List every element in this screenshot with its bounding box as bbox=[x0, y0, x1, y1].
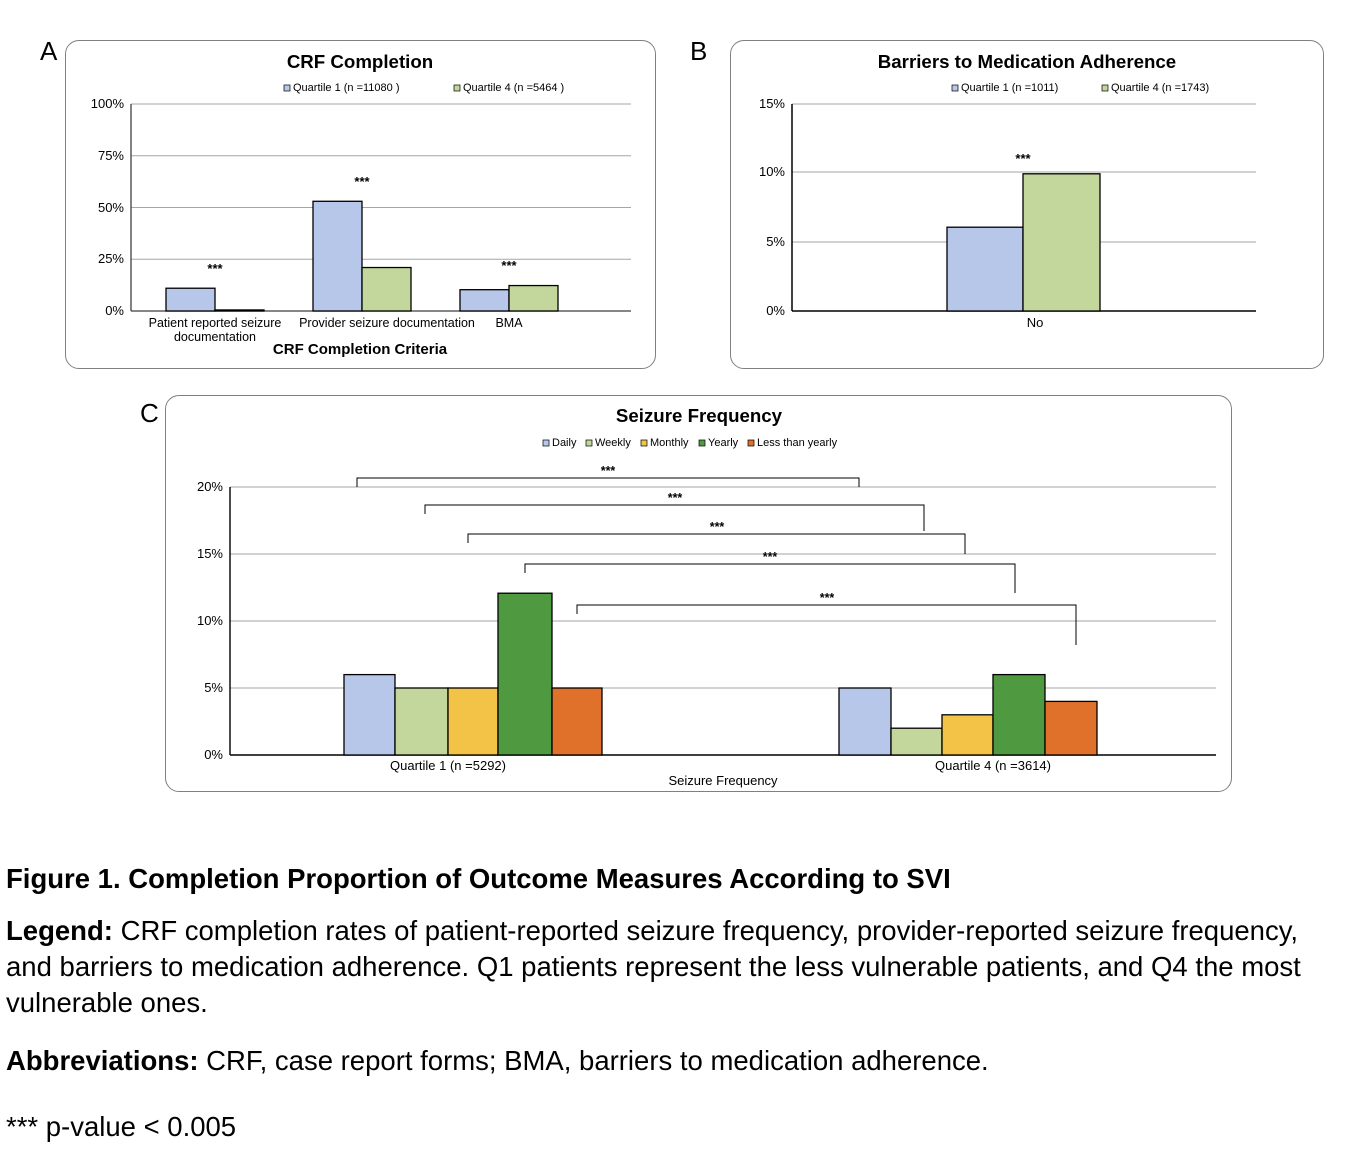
svg-text:CRF Completion Criteria: CRF Completion Criteria bbox=[273, 341, 448, 358]
svg-text:10%: 10% bbox=[759, 164, 785, 179]
svg-text:0%: 0% bbox=[204, 747, 223, 762]
svg-text:***: *** bbox=[601, 464, 616, 478]
svg-text:BMA: BMA bbox=[495, 316, 523, 330]
svg-text:15%: 15% bbox=[759, 96, 785, 111]
svg-text:No: No bbox=[1027, 315, 1044, 330]
svg-text:5%: 5% bbox=[204, 680, 223, 695]
svg-text:5%: 5% bbox=[766, 234, 785, 249]
svg-text:Provider seizure documentation: Provider seizure documentation bbox=[299, 316, 475, 330]
svg-text:Less than yearly: Less than yearly bbox=[757, 437, 838, 449]
svg-text:Quartile 1 (n =1011): Quartile 1 (n =1011) bbox=[961, 82, 1058, 94]
svg-text:Weekly: Weekly bbox=[595, 437, 631, 449]
svg-text:20%: 20% bbox=[197, 479, 223, 494]
svg-text:75%: 75% bbox=[98, 148, 124, 163]
svg-text:***: *** bbox=[1015, 151, 1031, 166]
svg-text:CRF Completion: CRF Completion bbox=[287, 51, 433, 72]
svg-text:***: *** bbox=[501, 258, 517, 273]
svg-text:***: *** bbox=[354, 174, 370, 189]
svg-text:25%: 25% bbox=[98, 251, 124, 266]
svg-text:Monthly: Monthly bbox=[650, 437, 689, 449]
svg-text:Patient reported seizure: Patient reported seizure bbox=[149, 316, 282, 330]
svg-text:Barriers to Medication Adheren: Barriers to Medication Adherence bbox=[878, 51, 1176, 72]
svg-text:Yearly: Yearly bbox=[708, 437, 739, 449]
svg-text:Quartile 4 (n =3614): Quartile 4 (n =3614) bbox=[935, 758, 1051, 773]
svg-text:Quartile 4 (n =1743): Quartile 4 (n =1743) bbox=[1111, 82, 1209, 94]
svg-text:Quartile 1 (n =11080 ): Quartile 1 (n =11080 ) bbox=[293, 82, 400, 94]
svg-text:***: *** bbox=[710, 520, 725, 534]
svg-text:***: *** bbox=[207, 261, 223, 276]
svg-text:Quartile 1 (n =5292): Quartile 1 (n =5292) bbox=[390, 758, 506, 773]
svg-text:Seizure Frequency: Seizure Frequency bbox=[616, 405, 783, 426]
svg-text:Daily: Daily bbox=[552, 437, 577, 449]
svg-text:50%: 50% bbox=[98, 200, 124, 215]
svg-text:***: *** bbox=[668, 491, 683, 505]
svg-text:0%: 0% bbox=[766, 303, 785, 318]
svg-text:Seizure Frequency: Seizure Frequency bbox=[668, 773, 778, 788]
svg-text:documentation: documentation bbox=[174, 330, 256, 344]
svg-text:15%: 15% bbox=[197, 546, 223, 561]
svg-text:10%: 10% bbox=[197, 613, 223, 628]
svg-text:***: *** bbox=[820, 591, 835, 605]
svg-text:***: *** bbox=[763, 550, 778, 564]
svg-text:0%: 0% bbox=[105, 303, 124, 318]
svg-text:Quartile 4 (n =5464 ): Quartile 4 (n =5464 ) bbox=[463, 82, 564, 94]
svg-text:100%: 100% bbox=[91, 96, 125, 111]
